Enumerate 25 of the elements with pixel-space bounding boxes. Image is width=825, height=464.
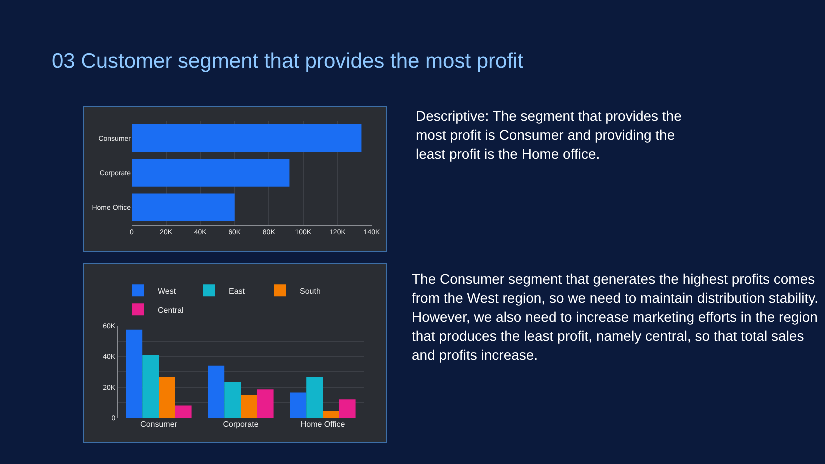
bar <box>290 392 307 418</box>
bar <box>132 194 235 222</box>
bar <box>241 395 258 418</box>
legend-label: East <box>229 286 246 296</box>
bar <box>132 124 362 152</box>
legend-label: West <box>158 286 177 296</box>
text: Descriptive: The segment that provides the most profit is Consumer and providing the least profit is the Home office. <box>416 107 683 164</box>
legend-label: Central <box>158 306 184 315</box>
bar <box>175 406 192 418</box>
bar <box>224 382 241 418</box>
bar <box>159 377 176 418</box>
x-tick-label: Home Office <box>300 420 346 429</box>
bar <box>306 377 323 418</box>
chart-title: 03 Customer segment that provides the most profit <box>52 50 524 74</box>
bar <box>208 366 225 418</box>
bar <box>142 355 159 418</box>
x-tick-label: Consumer <box>140 420 178 429</box>
legend-label: South <box>300 286 321 296</box>
bar <box>339 400 356 418</box>
text: The Consumer segment that generates the highest profits comes from the West region, so we need to maintain distribution stability. However, we also need to increase marketing efforts in the region that produces the least profit, namely central, so that total sales and profits increase. <box>412 270 820 365</box>
bar <box>132 159 290 187</box>
bar <box>323 411 340 418</box>
x-tick-label: Corporate <box>223 420 260 429</box>
bar <box>126 330 143 418</box>
bar <box>257 390 274 418</box>
